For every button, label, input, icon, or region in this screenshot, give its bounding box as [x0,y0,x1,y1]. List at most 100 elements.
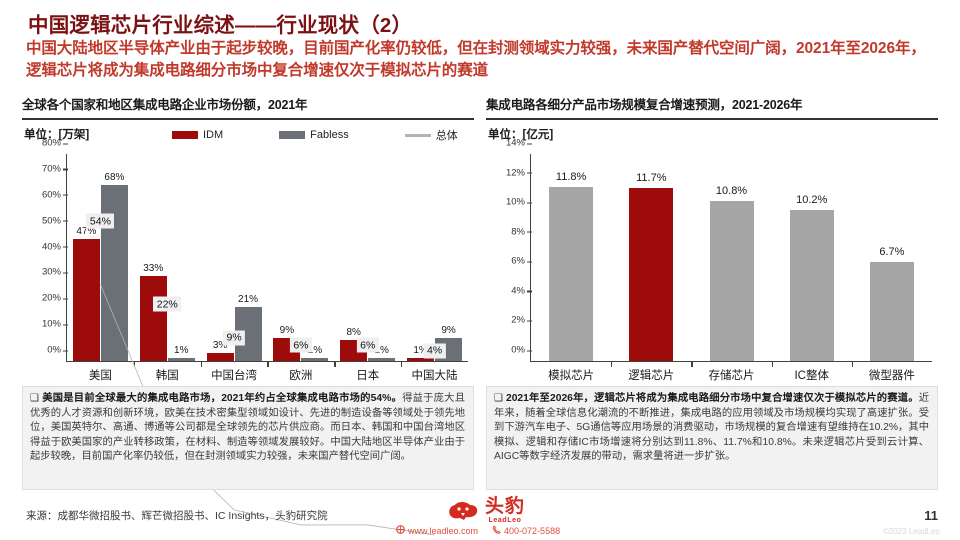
left-note-lead: 美国是目前全球最大的集成电路市场，2021年约占全球集成电路市场的54%。 [41,393,403,404]
bar-value-label: 47% [76,226,97,238]
page-subtitle: 中国大陆地区半导体产业由于起步较晚，目前国产化率仍较低，但在封测领域实力较强，未… [26,40,926,80]
source-citation: 来源：成都华微招股书、辉芒微招股书、IC Insights，头豹研究院 [26,510,328,522]
bar-value-label: 9% [279,324,295,336]
y-axis-tick: 60% [42,189,69,200]
legend-item-fabless: Fabless [279,129,349,141]
bar-存储芯片[interactable]: 10.8% [709,185,754,361]
right-note-bullet: ❑ [494,393,503,404]
y-axis-tick: 0% [47,345,68,356]
bar-group: 33% 1% 韩国 [133,154,201,382]
bar-value-label: 33% [143,262,164,274]
left-chart-panel: 全球各个国家和地区集成电路企业市场份额，2021年 单位：[万架] IDM Fa… [22,94,474,388]
bar-idm[interactable]: 1% [407,345,435,361]
logo-text-block: 头豹 LeadLeo [485,497,525,524]
bar-value-label: 3% [212,340,228,352]
x-axis-label: 微型器件 [868,370,915,382]
bar-idm[interactable]: 33% [139,263,167,361]
bar-IC整体[interactable]: 10.2% [789,194,834,361]
bar-value-label: 10.2% [796,194,828,207]
globe-icon [396,525,405,536]
bar-group: 10.8% 存储芯片 [691,154,771,382]
x-axis-label: 存储芯片 [708,370,755,382]
bar-wrap: 11.7% [611,154,691,361]
left-note-bullet: ❑ [30,393,39,404]
line-value-label: 4% [423,343,446,359]
x-axis-label: 逻辑芯片 [628,370,675,382]
left-note-body: 得益于庞大且优秀的人才资源和创新环境，欧美在技术密集型领域如设计、先进的制造设备… [30,393,466,463]
bar-wrap: 11.8% [531,154,611,361]
line-value-label: 9% [222,330,246,346]
bar-group: 10.2% IC整体 [771,154,852,382]
logo-chinese-name: 头豹 [485,496,526,517]
right-chart-area: 单位：[亿元] 0% 2% 4% 6% 8% 10% 12% 14% 11.8% 模拟芯片 11.7… [486,126,938,388]
bar-pair: 33% 1% [134,154,201,361]
bar-idm[interactable]: 47% [72,226,100,361]
left-panel-divider [22,118,474,120]
legend-item-total: 总体 [404,127,458,143]
bar-value-label: 1% [174,345,189,357]
line-value-label: 54% [86,213,115,229]
y-axis-tick: 2% [511,315,532,326]
copyright-text: ©2023 LeadLeo [882,527,940,536]
right-chart-title: 集成电路各细分产品市场规模复合增速预测，2021-2026年 [486,98,803,112]
logo-english-name: LeadLeo [488,517,522,524]
bar-wrap: 6.7% [852,154,932,361]
x-axis-label: IC整体 [794,370,829,382]
bar-value-label: 6.7% [879,245,905,258]
right-chart-panel: 集成电路各细分产品市场规模复合增速预测，2021-2026年 单位：[亿元] 0… [486,94,938,388]
y-axis-tick: 20% [42,293,69,304]
left-chart-title: 全球各个国家和地区集成电路企业市场份额，2021年 [22,98,308,112]
y-axis-tick: 10% [42,319,69,330]
right-note-box: ❑ 2021年至2026年，逻辑芯片将成为集成电路细分市场中复合增速仅次于模拟芯片… [486,386,938,490]
y-axis-tick: 6% [511,256,532,267]
brand-logo: 头豹 LeadLeo www.leadleo.com 400-072-5588 [396,497,606,539]
bar-idm[interactable]: 3% [206,340,234,361]
right-panel-divider [486,118,938,120]
line-value-label: 6% [356,337,379,353]
website-contact[interactable]: www.leadleo.com [396,525,478,536]
bar-value-label: 11.7% [636,172,667,185]
x-axis-label: 韩国 [155,370,179,382]
bar-wrap: 10.2% [772,154,852,361]
bar-group: 11.7% 逻辑芯片 [611,154,691,382]
contact-row: www.leadleo.com 400-072-5588 [396,525,560,536]
left-note-box: ❑ 美国是目前全球最大的集成电路市场，2021年约占全球集成电路市场的54%。得益… [22,386,474,490]
left-chart-legend: IDM Fabless 总体 [172,127,458,143]
y-axis-tick: 40% [42,241,69,252]
bar-value-label: 11.8% [555,170,587,183]
line-value-label: 22% [153,296,182,312]
bar-模拟芯片[interactable]: 11.8% [549,171,594,361]
y-axis-tick: 12% [506,167,533,178]
bar-微型器件[interactable]: 6.7% [869,246,914,361]
x-axis-label: 中国大陆 [411,370,458,382]
phone-icon [492,525,501,536]
bar-value-label: 1% [413,345,428,357]
right-chart-unit: 单位：[亿元] [488,129,554,141]
bar-group: 6.7% 微型器件 [851,154,932,382]
x-axis-label: 中国台湾 [211,370,258,382]
bar-fabless[interactable]: 1% [167,345,195,361]
y-axis-tick: 0% [511,345,532,356]
bar-fabless[interactable]: 1% [368,345,396,361]
bar-value-label: 9% [441,324,456,336]
y-axis-tick: 8% [511,226,532,237]
bar-value-label: 10.8% [715,185,748,198]
x-axis-label: 模拟芯片 [548,370,595,382]
legend-label-total: 总体 [435,130,458,142]
legend-item-idm: IDM [172,129,223,141]
phone-contact[interactable]: 400-072-5588 [492,525,560,536]
bar-value-label: 1% [374,345,389,357]
bar-value-label: 21% [238,293,259,305]
bar-逻辑芯片[interactable]: 11.7% [629,172,674,361]
logo-lockup: 头豹 LeadLeo [446,497,525,524]
bar-group: 11.8% 模拟芯片 [531,154,611,382]
bar-groups: 11.8% 模拟芯片 11.7% 逻辑芯片 10.8% 存储芯片 10.2% IC整体 6.7%… [531,154,932,382]
y-axis-tick: 50% [42,215,69,226]
y-axis-tick: 80% [42,138,69,149]
right-note-body: 近年来，随着全球信息化潮流的不断推进，集成电路的应用领域及市场规模均实现了高速扩… [494,393,929,463]
bar-wrap: 10.8% [691,154,771,361]
y-axis-tick: 4% [511,285,532,296]
y-axis-tick: 30% [42,267,69,278]
bar-fabless[interactable]: 1% [301,345,329,361]
